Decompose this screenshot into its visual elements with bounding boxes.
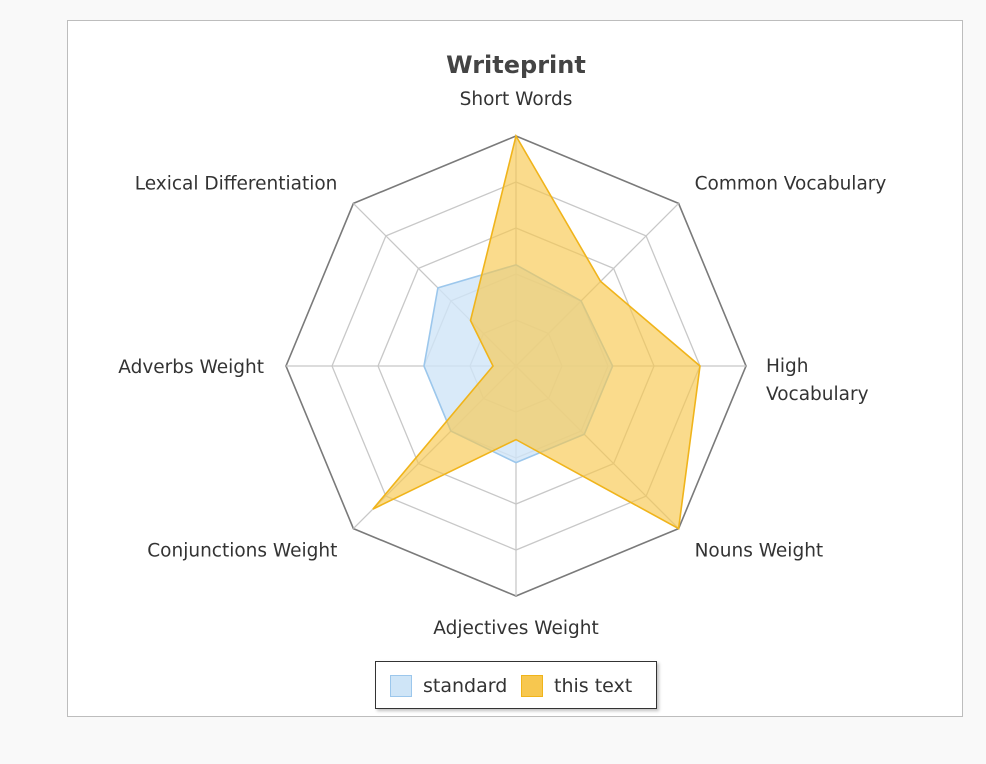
- axis-label: Common Vocabulary: [695, 173, 887, 194]
- axis-label: Short Words: [460, 89, 573, 110]
- legend-item-standard[interactable]: standard: [390, 662, 507, 710]
- series-area-this-text: [372, 133, 701, 530]
- chart-panel: Writeprint Short Words Common Vocabulary H…: [67, 20, 963, 717]
- axis-label-line: Short Words: [460, 89, 573, 110]
- axis-label-line: Common Vocabulary: [695, 173, 887, 194]
- axis-label: High Vocabulary: [766, 356, 869, 405]
- chart-title: Writeprint: [446, 51, 586, 79]
- axis-label: Nouns Weight: [695, 541, 824, 562]
- legend-item-this-text[interactable]: this text: [521, 662, 632, 710]
- axis-label-line: Lexical Differentiation: [135, 173, 338, 194]
- legend-label-this-text: this text: [554, 675, 633, 697]
- legend-swatch-this-text: [521, 675, 543, 697]
- axis-label-line: Vocabulary: [766, 384, 869, 405]
- legend: standard this text: [375, 661, 657, 709]
- axis-label: Adverbs Weight: [118, 357, 264, 378]
- axis-label: Adjectives Weight: [433, 618, 598, 639]
- radar-chart: Short Words Common Vocabulary High Vocabula…: [118, 89, 887, 639]
- axis-label-line: High: [766, 356, 809, 377]
- legend-label-standard: standard: [423, 675, 508, 697]
- axis-label-line: Adjectives Weight: [433, 618, 598, 639]
- legend-swatch-standard: [390, 675, 412, 697]
- axis-label: Conjunctions Weight: [147, 541, 337, 562]
- axis-label-line: Conjunctions Weight: [147, 541, 337, 562]
- axis-label: Lexical Differentiation: [135, 173, 338, 194]
- axis-label-line: Nouns Weight: [695, 541, 824, 562]
- axis-label-line: Adverbs Weight: [118, 357, 264, 378]
